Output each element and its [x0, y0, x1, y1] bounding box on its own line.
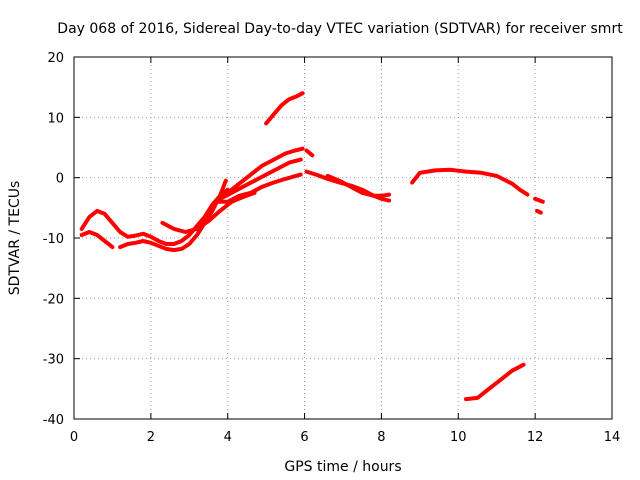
- x-axis-label: GPS time / hours: [284, 459, 401, 475]
- axis-ticks: 0 2 4 6 8 10 12 14 -40 -30 -20 -10 0 10 20: [43, 51, 621, 445]
- plot-frame: [73, 56, 613, 420]
- x-tick-label: 2: [147, 430, 155, 445]
- y-tick-label: -30: [43, 353, 64, 368]
- series-arc-i: [304, 148, 315, 158]
- chart-title: Day 068 of 2016, Sidereal Day-to-day VTE…: [57, 21, 623, 37]
- series-arc-b: [79, 230, 115, 250]
- series-arc-o: [464, 362, 526, 402]
- x-tick-label: 14: [604, 430, 621, 445]
- series-arc-d: [160, 190, 257, 234]
- x-tick-label: 4: [224, 430, 232, 445]
- series-layer: [79, 91, 545, 402]
- series-arc-f: [214, 172, 303, 204]
- series-arc-m: [533, 196, 545, 204]
- y-tick-label: -20: [43, 292, 64, 307]
- series-arc-n: [535, 208, 543, 215]
- grid: [74, 57, 612, 419]
- series-arc-h: [264, 91, 305, 126]
- y-tick-label: 10: [47, 111, 64, 126]
- series-arc-c: [118, 178, 228, 253]
- y-axis-label: SDTVAR / TECUs: [7, 181, 23, 296]
- y-tick-label: 0: [56, 172, 64, 187]
- x-tick-label: 6: [300, 430, 308, 445]
- y-tick-label: -40: [43, 413, 64, 428]
- x-tick-label: 10: [450, 430, 467, 445]
- y-tick-label: 20: [47, 51, 64, 66]
- series-arc-g: [225, 146, 305, 195]
- x-tick-label: 8: [377, 430, 385, 445]
- x-tick-label: 0: [70, 430, 78, 445]
- series-arc-l: [410, 167, 530, 197]
- x-tick-label: 12: [527, 430, 544, 445]
- series-arc-e: [218, 157, 303, 201]
- series-arc-a: [79, 187, 230, 246]
- y-tick-label: -10: [43, 232, 64, 247]
- series-arc-k: [325, 173, 392, 198]
